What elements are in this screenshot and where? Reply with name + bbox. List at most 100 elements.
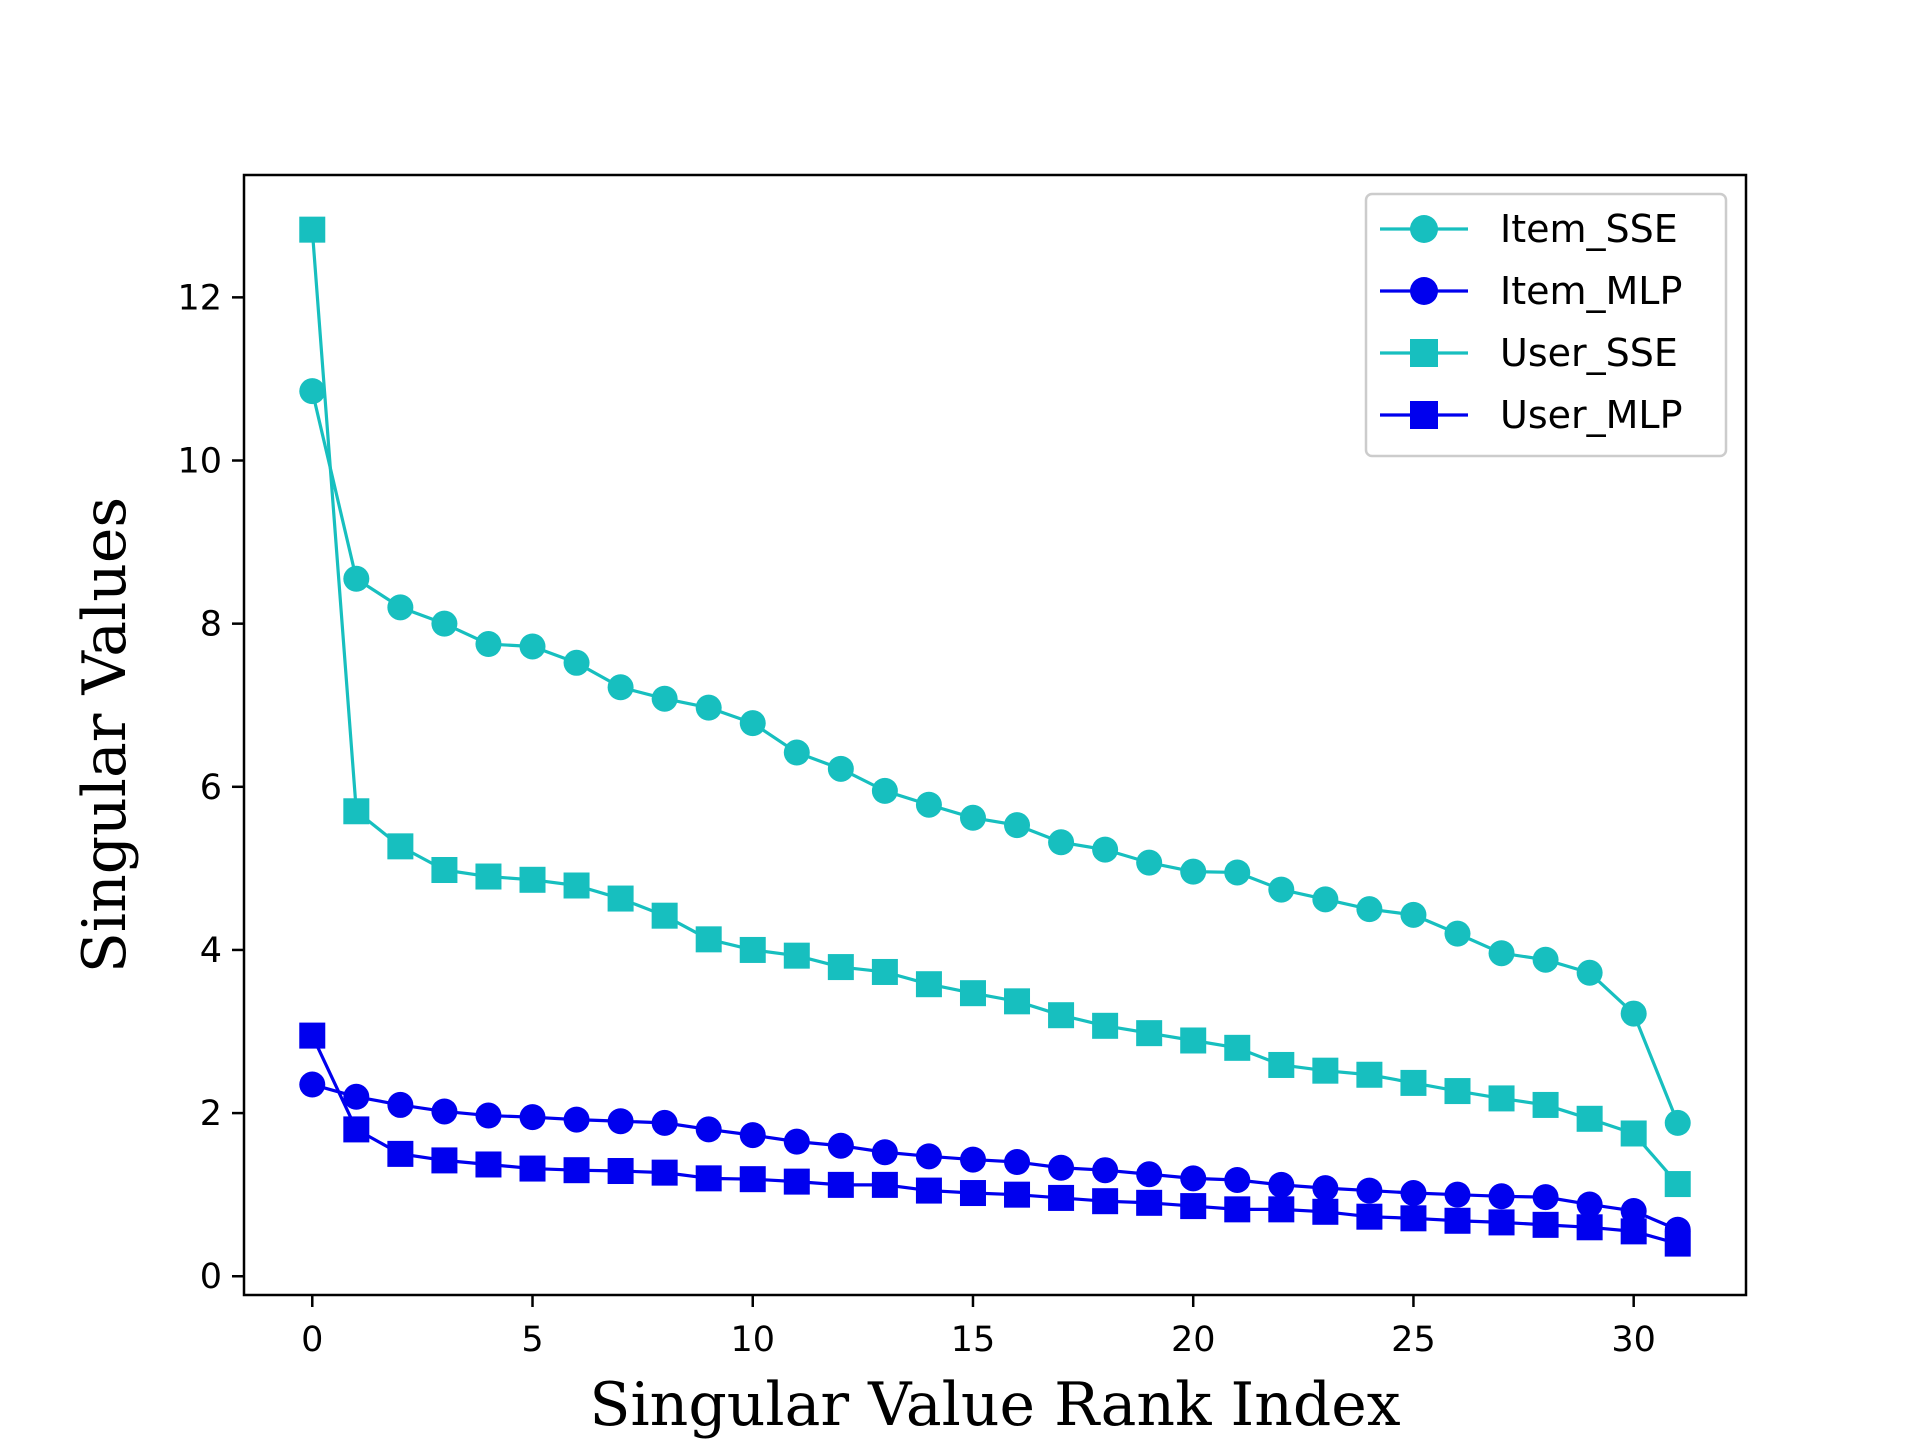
item-mlp-point xyxy=(783,1128,810,1155)
user-sse-point xyxy=(1268,1051,1295,1078)
x-tick-label: 30 xyxy=(1611,1320,1656,1360)
item-mlp-point xyxy=(1356,1177,1383,1204)
user-sse-point xyxy=(1400,1069,1427,1096)
item-mlp-point xyxy=(695,1116,722,1143)
y-tick-label: 2 xyxy=(200,1094,222,1134)
item-sse-point xyxy=(783,739,810,766)
item-mlp-point xyxy=(651,1109,678,1136)
item-sse-point xyxy=(695,694,722,721)
user-sse-point xyxy=(475,863,502,890)
legend-label-user-sse: User_SSE xyxy=(1500,331,1678,375)
item-sse-point xyxy=(1620,1000,1647,1027)
user-sse-point xyxy=(1004,988,1031,1015)
item-sse-point xyxy=(1268,876,1295,903)
user-mlp-point xyxy=(1488,1209,1515,1236)
user-mlp-point xyxy=(1092,1188,1119,1215)
user-mlp-point xyxy=(343,1116,370,1143)
item-sse-point xyxy=(519,633,546,660)
x-tick-label: 10 xyxy=(730,1320,775,1360)
y-tick-label: 6 xyxy=(200,768,222,808)
item-mlp-point xyxy=(1004,1149,1031,1176)
user-sse-point xyxy=(1356,1061,1383,1088)
legend-box xyxy=(1364,192,1728,458)
series-user-sse xyxy=(299,216,1691,1198)
item-mlp-point xyxy=(1620,1197,1647,1224)
item-sse-point xyxy=(1048,829,1075,856)
user-mlp-point xyxy=(519,1155,546,1182)
item-sse-point xyxy=(1488,940,1515,967)
user-mlp-point xyxy=(915,1177,942,1204)
user-sse-point xyxy=(387,833,414,860)
user-mlp-point xyxy=(739,1166,766,1193)
user-sse-point xyxy=(827,954,854,981)
item-sse-point xyxy=(1444,920,1471,947)
item-sse-point xyxy=(431,610,458,637)
user-sse-point xyxy=(871,958,898,985)
user-mlp-point xyxy=(431,1147,458,1174)
user-sse-point xyxy=(1576,1105,1603,1132)
item-sse-point xyxy=(1092,836,1119,863)
user-mlp-point xyxy=(783,1168,810,1195)
item-sse-point xyxy=(827,755,854,782)
series-item-mlp xyxy=(299,1071,1691,1243)
legend-marker-item-sse xyxy=(1410,215,1438,243)
item-sse-point xyxy=(651,685,678,712)
user-mlp-point xyxy=(1532,1211,1559,1238)
user-sse-point xyxy=(1532,1091,1559,1118)
user-sse-point xyxy=(299,216,326,243)
item-mlp-point xyxy=(959,1146,986,1173)
item-sse-point xyxy=(1136,849,1163,876)
user-sse-point xyxy=(607,885,634,912)
item-mlp-point xyxy=(1180,1165,1207,1192)
item-sse-point xyxy=(343,565,370,592)
item-mlp-point xyxy=(827,1132,854,1159)
user-sse-point xyxy=(563,872,590,899)
user-sse-point xyxy=(1444,1078,1471,1105)
user-sse-point xyxy=(651,902,678,929)
item-mlp-point xyxy=(1576,1191,1603,1218)
user-mlp-point xyxy=(1180,1193,1207,1220)
user-sse-point xyxy=(1620,1120,1647,1147)
item-sse-point xyxy=(1180,858,1207,885)
user-mlp-point xyxy=(299,1022,326,1049)
item-mlp-point xyxy=(1048,1154,1075,1181)
legend-marker-item-mlp xyxy=(1410,277,1438,305)
user-sse-point xyxy=(1048,1002,1075,1029)
user-sse-point xyxy=(431,857,458,884)
user-sse-point xyxy=(915,971,942,998)
x-tick-label: 25 xyxy=(1391,1320,1436,1360)
item-sse-point xyxy=(387,594,414,621)
item-mlp-point xyxy=(387,1091,414,1118)
y-tick-label: 10 xyxy=(177,442,222,482)
user-sse-point xyxy=(1180,1027,1207,1054)
item-mlp-point xyxy=(1400,1180,1427,1207)
y-axis: 0 2 4 6 8 10 12 xyxy=(177,278,244,1297)
user-mlp-point xyxy=(1312,1198,1339,1225)
user-mlp-point xyxy=(1048,1184,1075,1211)
user-sse-point xyxy=(1488,1085,1515,1112)
legend: Item_SSE Item_MLP User_SSE User_MLP xyxy=(1364,192,1728,458)
item-sse-point xyxy=(871,777,898,804)
item-mlp-point xyxy=(871,1139,898,1166)
user-sse-point xyxy=(519,866,546,893)
user-sse-point xyxy=(783,942,810,969)
item-sse-point xyxy=(1400,901,1427,928)
user-mlp-point xyxy=(871,1171,898,1198)
user-mlp-point xyxy=(651,1159,678,1186)
x-tick-label: 0 xyxy=(301,1320,323,1360)
user-mlp-point xyxy=(1004,1181,1031,1208)
item-sse-point xyxy=(1312,886,1339,913)
item-sse-point xyxy=(1532,946,1559,973)
legend-label-item-mlp: Item_MLP xyxy=(1500,269,1682,313)
item-sse-point xyxy=(1004,812,1031,839)
user-mlp-point xyxy=(1400,1205,1427,1232)
x-axis: 0 5 10 15 20 25 30 xyxy=(301,1295,1656,1360)
legend-label-user-mlp: User_MLP xyxy=(1500,393,1683,437)
user-sse-point xyxy=(739,936,766,963)
item-sse-point xyxy=(563,649,590,676)
y-tick-label: 4 xyxy=(200,931,222,971)
item-sse-point xyxy=(1224,859,1251,886)
item-mlp-point xyxy=(563,1106,590,1133)
item-mlp-point xyxy=(1224,1166,1251,1193)
